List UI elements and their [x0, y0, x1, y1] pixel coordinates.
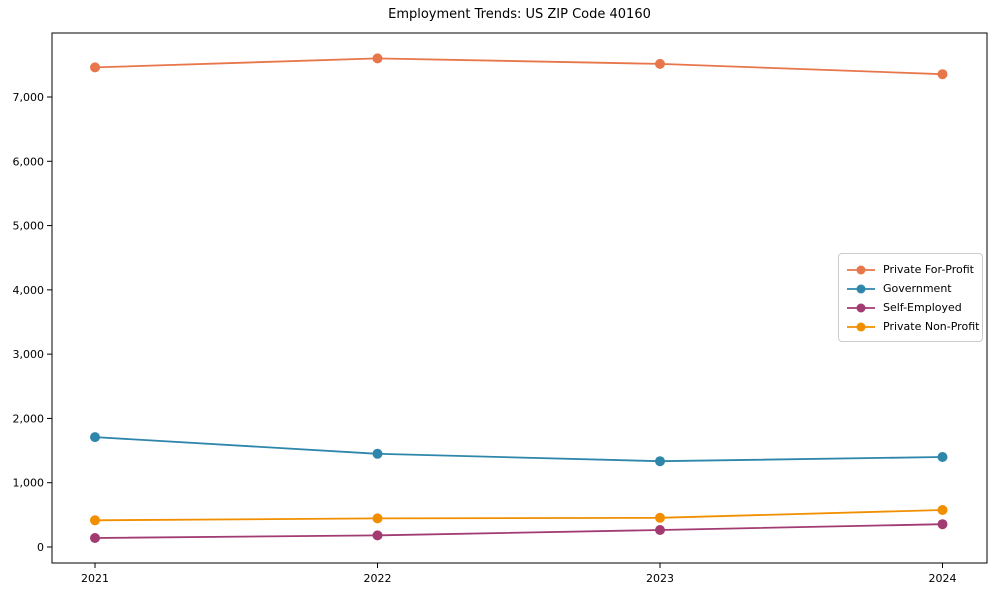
- y-tick-label: 5,000: [13, 220, 45, 233]
- x-tick-label: 2024: [929, 572, 957, 585]
- series-line-self-employed: [94, 523, 943, 539]
- y-tick-label: 3,000: [13, 348, 45, 361]
- axes-spines: [51, 32, 988, 564]
- legend-marker-icon: [847, 322, 875, 331]
- y-tick-label: 0: [37, 541, 44, 554]
- y-tick-label: 7,000: [13, 91, 45, 104]
- data-point-self-employed: [372, 530, 383, 541]
- x-tick-label: 2023: [646, 572, 674, 585]
- legend-item-private-non-profit: Private Non-Profit: [846, 317, 979, 336]
- legend-marker-icon: [847, 265, 875, 274]
- data-point-government: [937, 452, 948, 462]
- x-tick-label: 2021: [81, 572, 109, 585]
- series-line-government: [94, 436, 943, 463]
- legend-marker-icon: [847, 303, 875, 312]
- y-tick-label: 4,000: [13, 284, 45, 297]
- data-point-private-non-profit: [937, 505, 948, 515]
- chart-legend: Private For-Profit Government Self-Employe…: [838, 253, 983, 342]
- data-point-government: [90, 432, 100, 443]
- legend-label: Government: [883, 282, 952, 295]
- legend-item-government: Government: [846, 279, 974, 298]
- data-point-self-employed: [937, 519, 948, 530]
- data-point-government: [655, 456, 665, 467]
- data-point-private-non-profit: [372, 513, 383, 524]
- legend-marker-icon: [847, 284, 875, 293]
- chart-title: Employment Trends: US ZIP Code 40160: [388, 7, 651, 22]
- data-point-government: [372, 448, 383, 459]
- data-point-private-non-profit: [90, 515, 100, 526]
- data-point-self-employed: [90, 533, 100, 543]
- y-tick-label: 1,000: [13, 477, 45, 490]
- y-tick-label: 2,000: [13, 412, 45, 425]
- data-point-private-non-profit: [655, 512, 665, 523]
- data-point-private-for-profit: [937, 69, 948, 80]
- legend-item-self-employed: Self-Employed: [846, 298, 974, 317]
- legend-item-private-for-profit: Private For-Profit: [846, 260, 974, 279]
- legend-label: Private Non-Profit: [883, 320, 980, 333]
- series-line-private-for-profit: [94, 57, 943, 76]
- data-point-private-for-profit: [655, 58, 665, 69]
- legend-label: Private For-Profit: [883, 263, 974, 276]
- x-tick-label: 2022: [364, 572, 392, 585]
- data-point-self-employed: [655, 525, 665, 535]
- y-tick-label: 6,000: [13, 155, 45, 168]
- data-point-private-for-profit: [372, 53, 383, 64]
- series-line-private-non-profit: [94, 509, 943, 522]
- legend-label: Self-Employed: [883, 301, 962, 314]
- data-point-private-for-profit: [90, 62, 100, 73]
